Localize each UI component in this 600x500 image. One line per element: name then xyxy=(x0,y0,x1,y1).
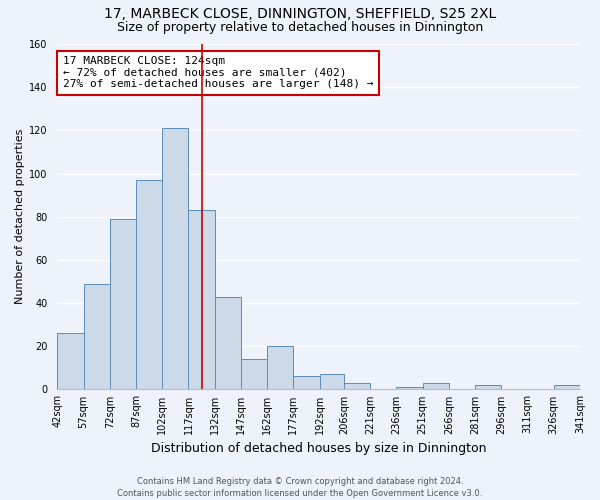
Bar xyxy=(110,219,136,390)
Text: Size of property relative to detached houses in Dinnington: Size of property relative to detached ho… xyxy=(117,21,483,34)
Bar xyxy=(554,385,580,390)
Bar xyxy=(136,180,162,390)
Bar xyxy=(293,376,320,390)
Bar xyxy=(422,383,449,390)
Bar xyxy=(344,383,370,390)
X-axis label: Distribution of detached houses by size in Dinnington: Distribution of detached houses by size … xyxy=(151,442,487,455)
Bar xyxy=(397,388,422,390)
Text: 17, MARBECK CLOSE, DINNINGTON, SHEFFIELD, S25 2XL: 17, MARBECK CLOSE, DINNINGTON, SHEFFIELD… xyxy=(104,8,496,22)
Bar xyxy=(162,128,188,390)
Bar xyxy=(188,210,215,390)
Bar xyxy=(83,284,110,390)
Y-axis label: Number of detached properties: Number of detached properties xyxy=(15,129,25,304)
Bar xyxy=(241,359,267,390)
Text: Contains HM Land Registry data © Crown copyright and database right 2024.
Contai: Contains HM Land Registry data © Crown c… xyxy=(118,476,482,498)
Bar xyxy=(267,346,293,390)
Text: 17 MARBECK CLOSE: 124sqm
← 72% of detached houses are smaller (402)
27% of semi-: 17 MARBECK CLOSE: 124sqm ← 72% of detach… xyxy=(62,56,373,90)
Bar xyxy=(320,374,344,390)
Bar xyxy=(475,385,502,390)
Bar xyxy=(215,296,241,390)
Bar xyxy=(58,334,83,390)
